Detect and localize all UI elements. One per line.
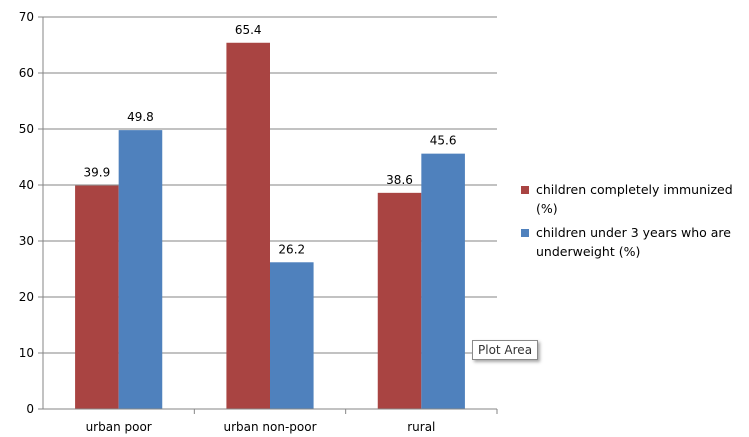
x-axis-category-labels: urban poor urban non-poor rural — [86, 420, 436, 434]
legend-swatch — [521, 229, 529, 237]
legend-label: children completely immunized (%) — [536, 182, 733, 216]
legend: children completely immunized (%) childre… — [521, 180, 749, 266]
legend-item-2: children under 3 years who are underweig… — [521, 223, 749, 261]
data-label: 45.6 — [430, 134, 457, 148]
y-tick-label: 30 — [19, 234, 34, 248]
y-tick-label: 20 — [19, 290, 34, 304]
data-label: 65.4 — [235, 23, 262, 37]
data-label: 26.2 — [278, 242, 305, 256]
bar-urban-non-poor-series-1 — [226, 42, 270, 409]
plot-area-tooltip: Plot Area — [472, 340, 539, 360]
x-category-label: rural — [407, 420, 435, 434]
data-labels: 39.9 49.8 65.4 26.2 38.6 45.6 — [84, 23, 457, 257]
legend-item-1: children completely immunized (%) — [521, 180, 749, 218]
bar-urban-poor-series-1 — [75, 185, 119, 409]
bar-urban-non-poor-series-2 — [270, 262, 314, 409]
data-label: 38.6 — [386, 173, 413, 187]
data-label: 49.8 — [127, 110, 154, 124]
axes — [38, 16, 498, 414]
y-axis-tick-labels: 0 10 20 30 40 50 60 70 — [19, 10, 34, 416]
x-category-label: urban non-poor — [223, 420, 316, 434]
bar-rural-series-1 — [377, 192, 422, 409]
y-tick-label: 60 — [19, 66, 34, 80]
legend-swatch — [521, 186, 529, 194]
bar-urban-poor-series-2 — [118, 130, 163, 409]
y-tick-label: 70 — [19, 10, 34, 24]
legend-label: children under 3 years who are underweig… — [536, 225, 731, 259]
bars — [75, 42, 465, 409]
y-tick-label: 0 — [26, 402, 34, 416]
x-category-label: urban poor — [86, 420, 152, 434]
data-label: 39.9 — [84, 166, 111, 180]
y-tick-label: 10 — [19, 346, 34, 360]
y-tick-label: 50 — [19, 122, 34, 136]
y-tick-label: 40 — [19, 178, 34, 192]
bar-rural-series-2 — [421, 153, 465, 409]
